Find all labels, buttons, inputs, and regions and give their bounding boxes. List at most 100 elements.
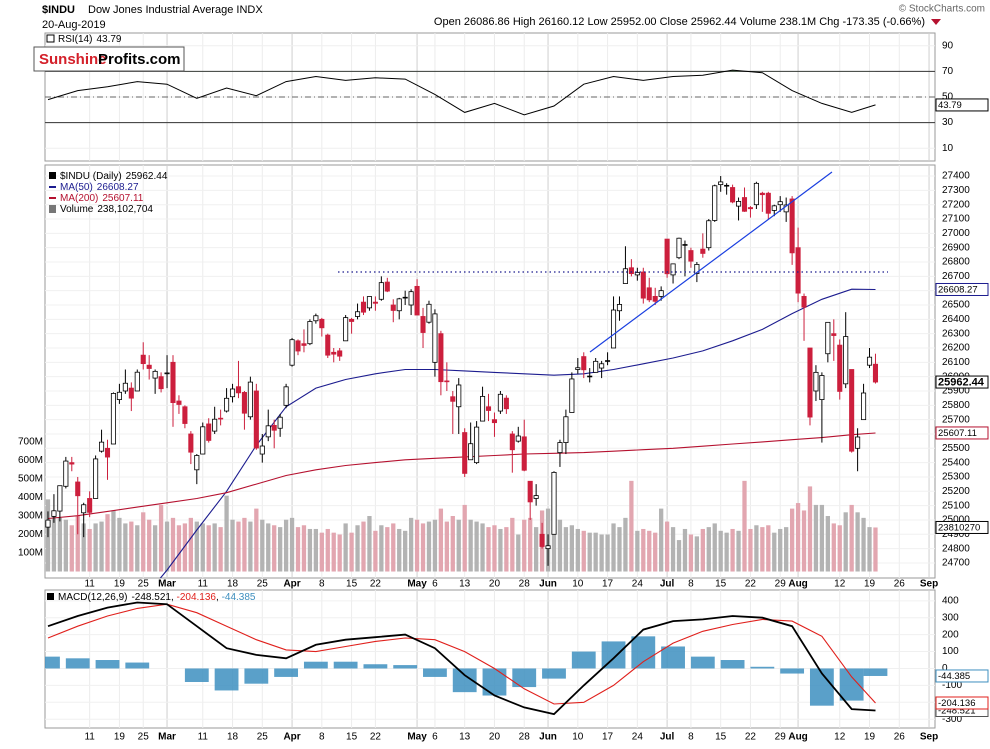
candle-body (563, 416, 569, 443)
x-tick-label: 17 (602, 732, 614, 743)
histogram-bar (452, 668, 477, 693)
y-tick-label: 27000 (942, 228, 970, 239)
volume-bar (331, 532, 336, 572)
legend-value: -204.136 (177, 592, 217, 603)
y-tick-label: 10 (942, 143, 954, 154)
x-tick-label: 13 (459, 579, 471, 590)
volume-bar (456, 519, 461, 572)
histogram-bar (720, 660, 745, 669)
ma-legend: MA(50) 26608.27 (60, 182, 139, 193)
candle-body (99, 441, 105, 452)
labels: 11 11 19 19 25 25 Mar Mar 11 11 18 18 25 25 Apr Apr 8 8 15… (18, 34, 989, 743)
legend-swatch (49, 205, 56, 213)
candle-body (283, 386, 289, 406)
y-tick-label: 26400 (942, 314, 970, 325)
candle-body (247, 381, 253, 418)
y-tick-label: 26200 (942, 343, 970, 354)
overlay (338, 171, 888, 353)
volume-bar (414, 519, 420, 572)
candle-body (57, 485, 63, 512)
candle-body (670, 263, 676, 276)
candle-body (241, 392, 247, 414)
histogram-bar (482, 668, 507, 696)
volume-bar (819, 504, 825, 572)
volume-bar (450, 516, 455, 572)
volume-bar (474, 521, 479, 572)
rsi-line (47, 69, 876, 116)
candle-body (724, 184, 730, 187)
x-tick-label: 6 (432, 732, 438, 743)
candle-body (468, 443, 474, 461)
x-tick-label: 15 (715, 732, 727, 743)
legend-title: MACD(12,26,9) (58, 592, 127, 603)
volume-bar (623, 517, 628, 572)
volume-tick-label: 500M (18, 474, 43, 485)
volume-bar (51, 512, 57, 572)
x-tick-label: 13 (459, 732, 471, 743)
volume-legend: Volume 238,102,704 (60, 204, 153, 215)
last-value-label: 26608.27 (938, 285, 978, 296)
x-tick-label: Aug (788, 732, 807, 743)
candle-body (545, 545, 551, 550)
volume-bar (260, 519, 265, 572)
legend-title: RSI(14) (58, 34, 92, 45)
legend-title: $INDU (Daily) (60, 171, 122, 182)
volume-bar (807, 486, 813, 572)
y-tick-label: 26100 (942, 357, 970, 368)
legend-name: Volume (60, 204, 94, 215)
rsi-legend: RSI(14) 43.79 (58, 34, 122, 45)
volume-bar (343, 523, 348, 572)
volume-bar (730, 528, 735, 572)
y-tick-label: 100 (942, 646, 959, 657)
candle-body (765, 192, 771, 214)
candle-body (640, 271, 646, 299)
candle-body (456, 384, 462, 408)
volume-bar (789, 508, 795, 572)
candle-body (849, 369, 855, 452)
trend-line (589, 171, 833, 353)
volume-bar (278, 527, 283, 572)
candle-body (87, 498, 93, 513)
watermark-box (33, 46, 185, 72)
volume-bar (593, 532, 598, 572)
volume-bar (403, 530, 408, 572)
x-tick-label: Mar (158, 732, 176, 743)
volume-bar (129, 521, 134, 572)
volume-bar (724, 532, 729, 572)
volume-bar (182, 523, 188, 572)
volume-bar (170, 517, 176, 572)
y-tick-label: 0 (942, 663, 948, 674)
watermark-part2: Profits.com (98, 51, 181, 68)
candle-body (628, 267, 634, 275)
histogram-bar (95, 660, 120, 669)
x-tick-label: 17 (602, 579, 614, 590)
candle-body (432, 313, 438, 363)
last-value-label: -204.136 (938, 698, 976, 709)
y-tick-label: 30 (942, 117, 954, 128)
candle-body (515, 435, 521, 442)
volume-bar (188, 517, 193, 572)
volume-bar (629, 480, 634, 572)
y-tick-label: 24700 (942, 558, 970, 569)
histogram-bar (45, 656, 60, 669)
volume-bar (766, 525, 771, 572)
candle-body (682, 244, 688, 246)
candle-body (652, 296, 658, 302)
candle-body (837, 344, 843, 392)
candle-body (557, 442, 563, 454)
histogram-bar (125, 662, 150, 669)
x-tick-label: Apr (283, 732, 300, 743)
volume-bar (736, 530, 741, 572)
candle-body (747, 207, 753, 210)
volume-bar (510, 517, 515, 572)
legend-icon (46, 34, 55, 43)
x-tick-label: 15 (715, 579, 727, 590)
volume-bar (158, 504, 164, 572)
last-value-label: -44.385 (938, 671, 970, 682)
histogram-bar (631, 636, 656, 669)
y-tick-label: 27200 (942, 199, 970, 210)
macd-plot (45, 590, 935, 728)
volume-bar (444, 521, 449, 572)
last-value-box (935, 520, 989, 534)
candle-body (771, 205, 777, 211)
